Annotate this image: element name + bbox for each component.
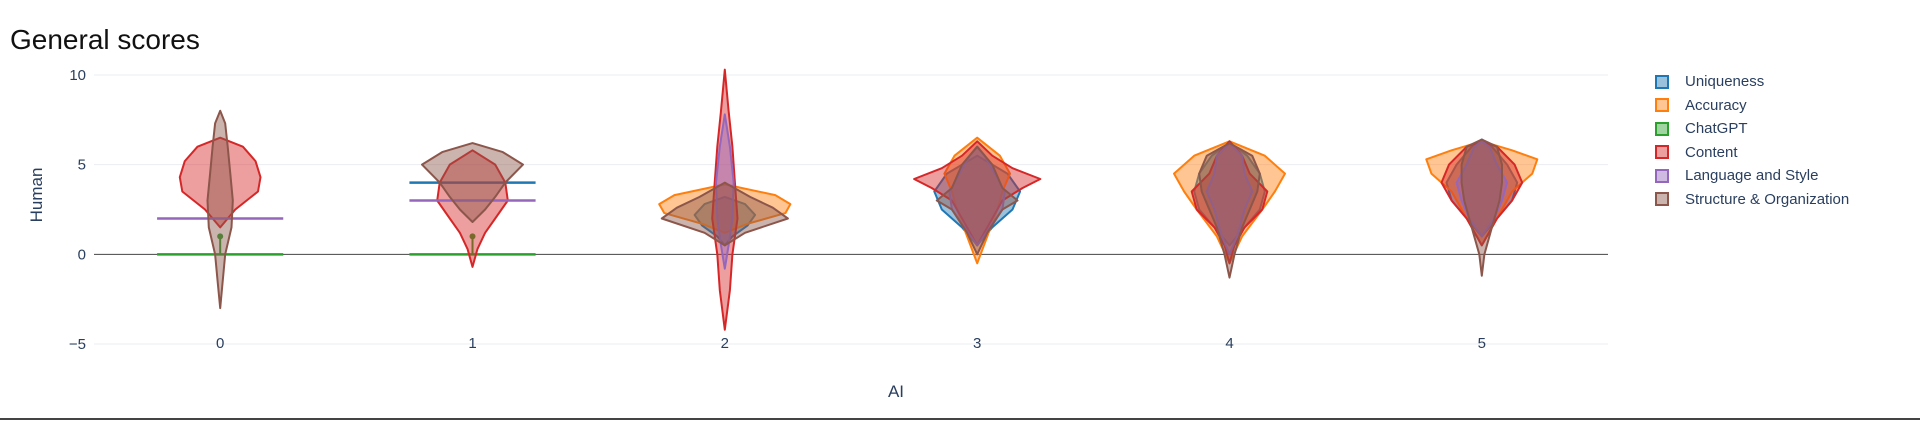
violin-shape	[711, 68, 739, 331]
violin-shape	[660, 181, 789, 247]
y-tick-label: 5	[78, 157, 86, 174]
legend-label: Uniqueness	[1685, 73, 1765, 91]
x-tick-label: 2	[721, 335, 729, 352]
legend-swatch	[1655, 98, 1669, 113]
violin-shape	[658, 183, 792, 234]
legend: Uniqueness Accuracy ChatGPT Content Language…	[1655, 70, 1849, 211]
x-tick-label: 4	[1225, 335, 1233, 352]
bottom-border	[0, 418, 1920, 420]
legend-item[interactable]: Content	[1655, 141, 1849, 165]
legend-item[interactable]: Accuracy	[1655, 94, 1849, 118]
legend-label: ChatGPT	[1685, 120, 1748, 138]
violin-marker	[217, 233, 224, 240]
legend-item[interactable]: Structure & Organization	[1655, 188, 1849, 212]
violin-shape	[935, 145, 1019, 256]
legend-swatch	[1655, 145, 1669, 160]
legend-label: Content	[1685, 143, 1738, 161]
legend-label: Accuracy	[1685, 96, 1747, 114]
violin-shape	[1460, 138, 1503, 277]
legend-label: Structure & Organization	[1685, 190, 1850, 208]
x-tick-label: 1	[468, 335, 476, 352]
y-tick-label: −5	[69, 336, 86, 353]
legend-item[interactable]: ChatGPT	[1655, 117, 1849, 141]
legend-swatch	[1655, 121, 1669, 136]
y-axis-title: Human	[27, 168, 46, 223]
legend-item[interactable]: Language and Style	[1655, 164, 1849, 188]
violin-shape	[913, 140, 1042, 247]
x-tick-label: 3	[973, 335, 981, 352]
chart-title: General scores	[10, 24, 200, 55]
legend-swatch	[1655, 74, 1669, 89]
legend-swatch	[1655, 168, 1669, 183]
legend-swatch	[1655, 192, 1669, 207]
y-tick-label: 0	[78, 246, 86, 263]
y-tick-label: 10	[69, 67, 86, 84]
legend-item[interactable]: Uniqueness	[1655, 70, 1849, 94]
x-axis-title: AI	[888, 382, 904, 401]
violin-shape	[421, 142, 524, 223]
violin-shape	[206, 109, 234, 310]
violin-shape	[1190, 140, 1269, 265]
violin-shape	[1198, 142, 1261, 279]
x-tick-label: 0	[216, 335, 224, 352]
violin-shape	[178, 136, 262, 229]
x-tick-label: 5	[1478, 335, 1486, 352]
legend-label: Language and Style	[1685, 167, 1819, 185]
violin-shape	[693, 195, 757, 247]
violin-shape	[1455, 140, 1509, 238]
violin-shape	[436, 149, 509, 268]
violin-marker	[469, 233, 476, 240]
violin-shape	[715, 113, 735, 270]
